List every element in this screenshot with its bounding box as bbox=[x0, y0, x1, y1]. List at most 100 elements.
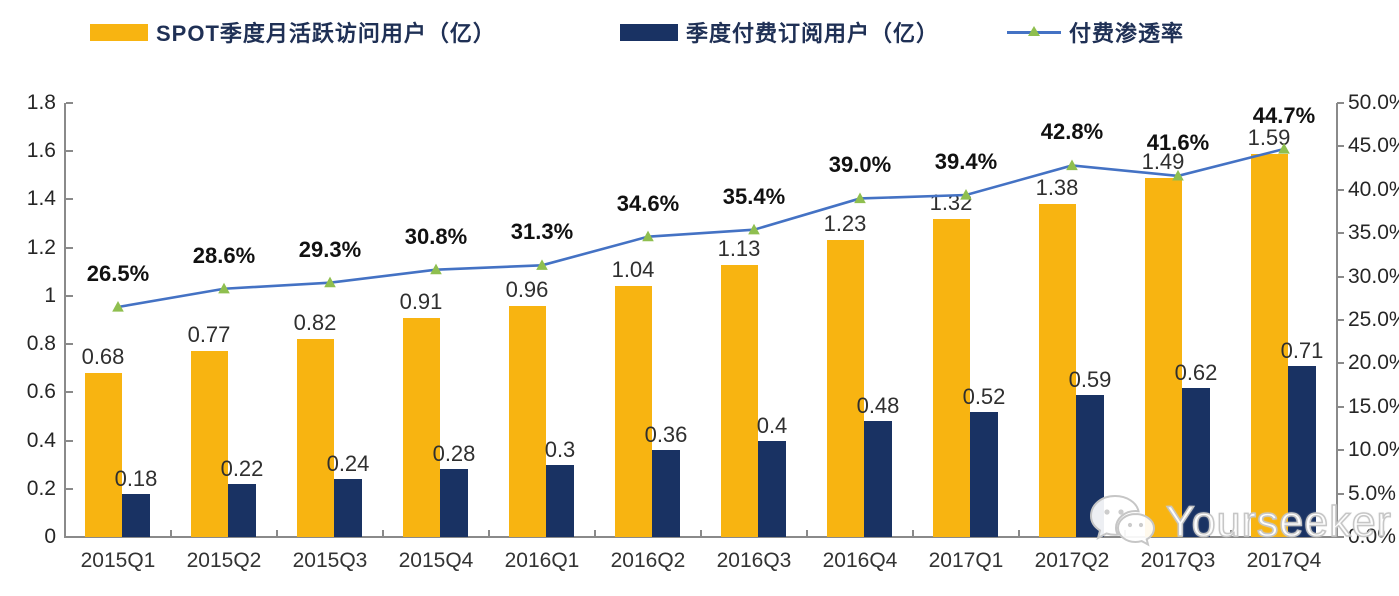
penetration-label: 42.8% bbox=[1040, 119, 1104, 145]
right-axis-tick-label: 25.0% bbox=[1348, 308, 1399, 331]
legend-item-subscribers: 季度付费订阅用户（亿） bbox=[620, 16, 939, 48]
y-axis-tick bbox=[66, 198, 73, 201]
penetration-label: 34.6% bbox=[616, 190, 680, 216]
secondary-y-axis-tick bbox=[1337, 449, 1344, 452]
x-axis-tick bbox=[276, 530, 278, 536]
x-axis-label: 2017Q4 bbox=[1246, 549, 1322, 572]
left-axis-tick-label: 1.4 bbox=[26, 187, 56, 211]
y-axis-tick bbox=[66, 439, 73, 442]
x-axis-label: 2015Q1 bbox=[80, 549, 156, 572]
legend-item-penetration: 付费渗透率 bbox=[1007, 16, 1184, 48]
y-axis-tick bbox=[66, 391, 73, 394]
penetration-legend-label: 付费渗透率 bbox=[1069, 21, 1185, 46]
mau-bar-label: 0.77 bbox=[187, 322, 231, 348]
secondary-y-axis-tick bbox=[1337, 188, 1344, 191]
y-axis-tick bbox=[66, 102, 73, 104]
triangle-marker-icon bbox=[536, 259, 548, 270]
subs-bar bbox=[1182, 387, 1210, 537]
mau-bar bbox=[85, 373, 122, 537]
subs-bar bbox=[1288, 365, 1316, 537]
secondary-y-axis-tick bbox=[1337, 492, 1344, 495]
penetration-label: 28.6% bbox=[192, 242, 256, 268]
penetration-label: 30.8% bbox=[404, 223, 468, 249]
mau-bar bbox=[191, 351, 228, 537]
penetration-label: 26.5% bbox=[86, 260, 150, 286]
mau-bar-label: 1.13 bbox=[717, 235, 761, 261]
penetration-label: 39.4% bbox=[934, 149, 998, 174]
triangle-marker-icon bbox=[748, 223, 760, 235]
right-axis-tick-label: 45.0% bbox=[1348, 134, 1399, 158]
triangle-marker-icon bbox=[1172, 169, 1184, 181]
x-axis-label: 2017Q2 bbox=[1034, 549, 1110, 572]
x-axis-label: 2015Q3 bbox=[292, 549, 368, 572]
penetration-legend-marker-icon bbox=[1007, 24, 1061, 40]
mau-bar bbox=[615, 286, 652, 537]
x-axis-tick bbox=[700, 530, 702, 536]
left-axis-tick-label: 1.2 bbox=[26, 235, 56, 259]
y-axis-tick bbox=[66, 487, 73, 490]
triangle-marker-icon bbox=[218, 282, 230, 294]
secondary-y-axis-tick bbox=[1337, 145, 1344, 148]
secondary-y-axis-tick bbox=[1337, 102, 1344, 104]
triangle-marker-icon bbox=[1066, 159, 1078, 171]
left-axis-tick-label: 0 bbox=[44, 525, 56, 548]
subs-bar-label: 0.28 bbox=[432, 441, 476, 467]
subs-bar bbox=[122, 493, 150, 537]
mau-bar-label: 1.49 bbox=[1141, 148, 1185, 174]
subs-bar bbox=[440, 469, 468, 537]
left-axis-tick-label: 0.6 bbox=[26, 380, 56, 404]
mau-bar-label: 1.04 bbox=[611, 257, 655, 283]
mau-bar bbox=[1039, 204, 1076, 537]
subs-bar-label: 0.4 bbox=[756, 412, 788, 438]
mau-legend-swatch-icon bbox=[90, 23, 148, 41]
subs-bar bbox=[758, 440, 786, 537]
secondary-y-axis-tick bbox=[1337, 536, 1344, 538]
x-axis-label: 2016Q2 bbox=[610, 549, 686, 572]
x-axis-label: 2016Q3 bbox=[716, 549, 792, 572]
right-axis-tick-label: 0.0% bbox=[1348, 525, 1396, 548]
penetration-label: 35.4% bbox=[722, 183, 786, 209]
mau-bar bbox=[297, 339, 334, 537]
penetration-label: 29.3% bbox=[298, 236, 362, 262]
x-axis-tick bbox=[382, 530, 384, 536]
secondary-y-axis-tick bbox=[1337, 362, 1344, 365]
secondary-y-axis-tick bbox=[1337, 319, 1344, 321]
subs-bar-label: 0.71 bbox=[1280, 337, 1324, 363]
mau-bar bbox=[403, 317, 440, 537]
secondary-y-axis-tick bbox=[1337, 405, 1344, 408]
x-axis-label: 2015Q4 bbox=[398, 549, 474, 572]
left-axis-tick-label: 0.4 bbox=[26, 428, 56, 452]
subs-bar-label: 0.36 bbox=[644, 422, 688, 448]
triangle-marker-icon bbox=[642, 230, 654, 242]
secondary-y-axis-tick bbox=[1337, 232, 1344, 235]
subs-bar bbox=[334, 479, 362, 537]
subs-bar bbox=[864, 421, 892, 537]
x-axis-tick bbox=[806, 530, 808, 536]
mau-legend-label: SPOT季度月活跃访问用户（亿） bbox=[156, 21, 496, 46]
y-axis-tick bbox=[66, 343, 73, 346]
mau-bar-label: 1.23 bbox=[823, 211, 867, 237]
y-axis-tick bbox=[66, 150, 73, 153]
x-axis-label: 2017Q3 bbox=[1140, 549, 1216, 572]
mau-bar-label: 0.96 bbox=[505, 276, 549, 302]
right-axis-tick-label: 35.0% bbox=[1348, 221, 1399, 245]
left-axis-tick-label: 1.8 bbox=[26, 91, 56, 114]
subs-bar-label: 0.52 bbox=[962, 383, 1006, 409]
left-axis-tick-label: 0.2 bbox=[26, 476, 56, 500]
subscribers-legend-swatch-icon bbox=[620, 23, 678, 41]
wechat-icon bbox=[1089, 494, 1156, 547]
mau-bar bbox=[1145, 177, 1182, 537]
right-axis-tick-label: 30.0% bbox=[1348, 264, 1399, 288]
penetration-label: 31.3% bbox=[510, 219, 574, 245]
subs-bar-label: 0.22 bbox=[220, 455, 264, 481]
x-axis-label: 2015Q2 bbox=[186, 549, 262, 572]
triangle-marker-icon bbox=[324, 276, 336, 288]
left-axis-tick-label: 1.6 bbox=[26, 139, 56, 163]
x-axis-label: 2016Q4 bbox=[822, 549, 898, 572]
penetration-label: 44.7% bbox=[1252, 103, 1316, 128]
subs-bar-label: 0.62 bbox=[1174, 359, 1218, 385]
triangle-marker-icon bbox=[1278, 143, 1290, 154]
right-axis-tick-label: 15.0% bbox=[1348, 394, 1399, 418]
